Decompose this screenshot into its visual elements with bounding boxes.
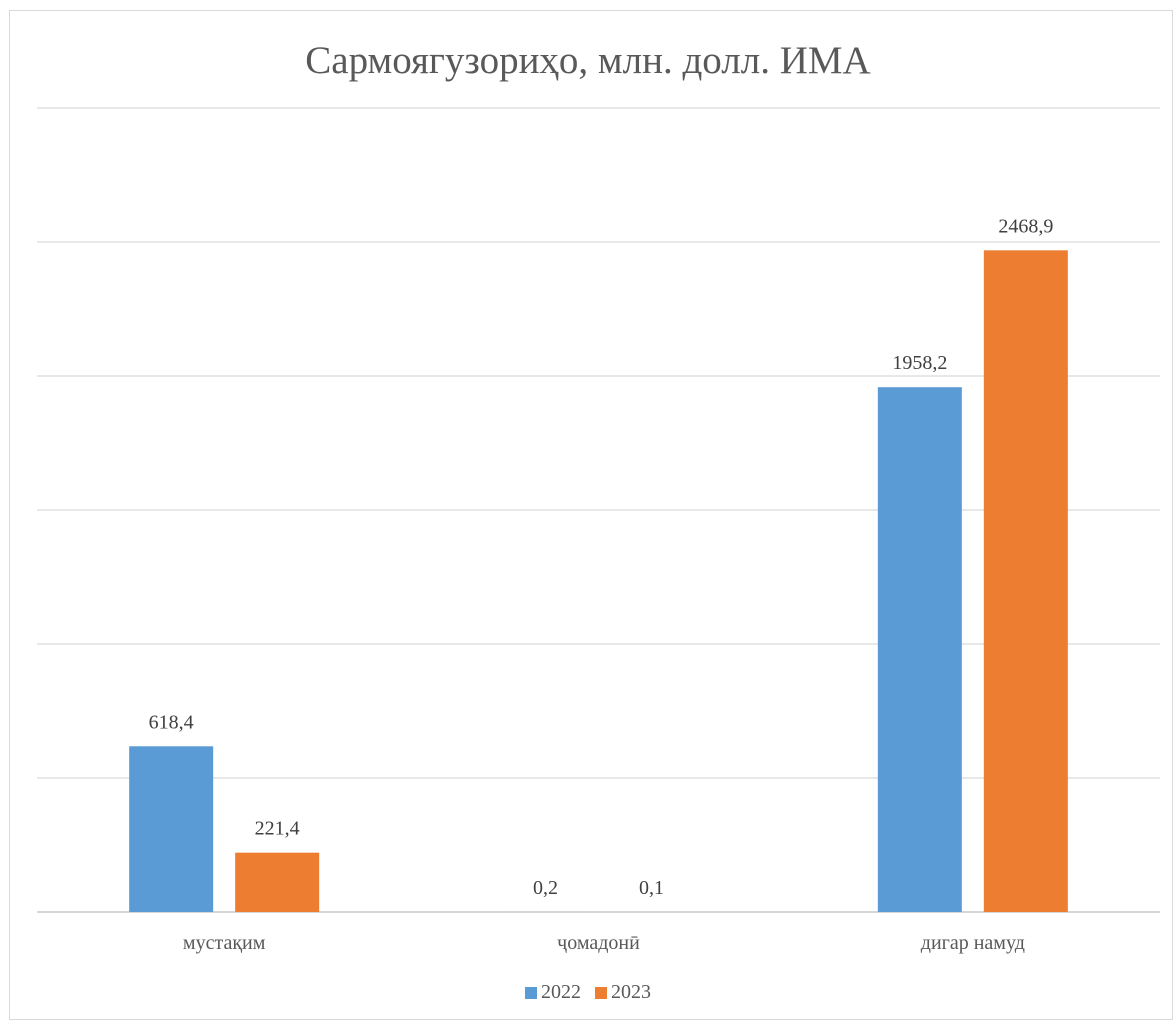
data-label-2022-1: 0,2 bbox=[533, 877, 558, 899]
category-label-0: мустақим bbox=[183, 932, 266, 954]
data-label-2023-0: 221,4 bbox=[255, 818, 300, 840]
legend: 2022 2023 bbox=[0, 981, 1176, 1004]
data-label-2023-2: 2468,9 bbox=[998, 215, 1053, 237]
legend-item-2023: 2023 bbox=[595, 981, 651, 1004]
bar-2022-2 bbox=[877, 387, 962, 912]
data-label-2022-2: 1958,2 bbox=[892, 352, 947, 374]
legend-swatch-2023 bbox=[595, 986, 607, 999]
category-label-1: ҷомадонӣ bbox=[557, 932, 640, 954]
bar-2023-0 bbox=[235, 852, 320, 912]
legend-label-2023: 2023 bbox=[611, 981, 651, 1003]
category-label-2: дигар намуд bbox=[921, 932, 1025, 954]
chart-title: Сармоягузориҳо, млн. долл. ИМА bbox=[305, 39, 871, 82]
legend-label-2022: 2022 bbox=[541, 981, 581, 1003]
chart-plot: 618,4 221,4 мустақим 0,2 0,1 ҷомадонӣ 1958,2 24… bbox=[37, 107, 1160, 954]
data-label-2023-1: 0,1 bbox=[639, 877, 664, 899]
legend-item-2022: 2022 bbox=[525, 981, 581, 1004]
bar-2022-0 bbox=[129, 746, 214, 912]
legend-swatch-2022 bbox=[525, 986, 537, 999]
bar-2023-2 bbox=[983, 250, 1068, 913]
data-label-2022-0: 618,4 bbox=[149, 711, 194, 733]
